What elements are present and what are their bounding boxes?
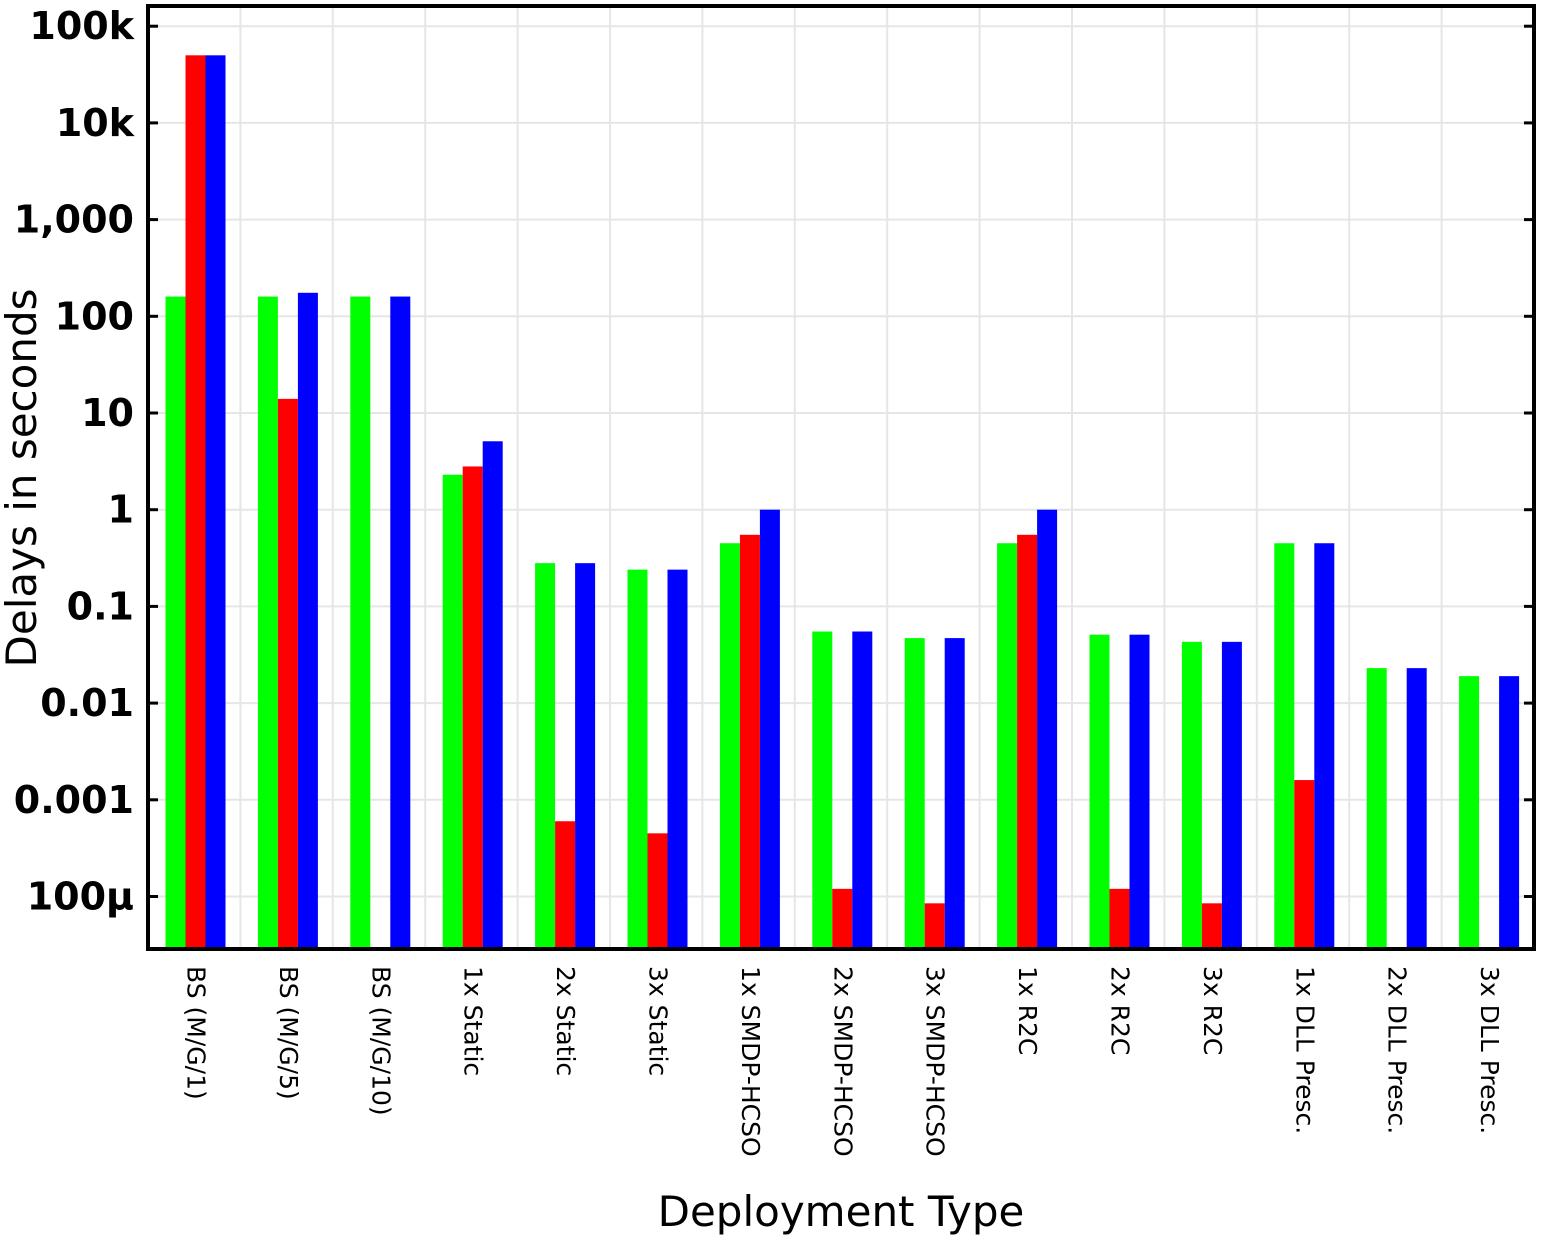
bar xyxy=(555,821,576,949)
bar xyxy=(297,292,318,949)
bar xyxy=(185,55,206,950)
x-tick-label: 3x R2C xyxy=(1198,966,1227,1055)
x-tick-label: 3x Static xyxy=(644,966,673,1076)
bar xyxy=(257,296,278,949)
bar xyxy=(1201,903,1222,949)
y-tick-label: 1,000 xyxy=(14,198,134,242)
x-tick-label: 2x R2C xyxy=(1106,966,1135,1055)
bar xyxy=(575,563,596,949)
bar xyxy=(1089,634,1110,949)
bar xyxy=(1017,534,1038,949)
bar xyxy=(924,903,945,949)
bar xyxy=(1366,668,1387,949)
bar xyxy=(277,398,298,950)
bar xyxy=(1129,634,1150,949)
x-tick-labels: BS (M/G/1) BS (M/G/5) BS (M/G/10) 1x Static… xyxy=(182,966,1505,1157)
bar xyxy=(1459,676,1480,949)
y-tick-label: 0.1 xyxy=(67,584,134,628)
x-tick-label: 3x SMDP-HCSO xyxy=(921,966,950,1157)
x-tick-label: 2x DLL Presc. xyxy=(1383,966,1412,1134)
bar xyxy=(719,543,740,949)
x-tick-label: 3x DLL Presc. xyxy=(1475,966,1504,1134)
bar xyxy=(1037,509,1058,949)
x-tick-label: 2x SMDP-HCSO xyxy=(828,966,857,1157)
x-tick-label: 1x DLL Presc. xyxy=(1290,966,1319,1134)
bar xyxy=(812,631,833,949)
plot-frame xyxy=(146,4,1536,951)
bar xyxy=(944,638,965,949)
bar xyxy=(852,631,873,949)
bar xyxy=(667,569,688,949)
bars xyxy=(165,55,1520,950)
bar xyxy=(482,441,503,949)
bar xyxy=(759,509,780,949)
y-tick-label: 0.001 xyxy=(14,778,134,822)
bar xyxy=(205,55,226,950)
y-tick-labels: 100µ 0.001 0.01 0.1 1 10 100 1,000 10k 100k xyxy=(14,4,135,918)
bar xyxy=(1109,888,1130,949)
y-tick-label: 1 xyxy=(108,488,134,532)
bar xyxy=(627,569,648,949)
grid-lines xyxy=(148,6,1534,949)
bar xyxy=(1294,780,1315,949)
bar xyxy=(832,888,853,949)
x-axis-title: Deployment Type xyxy=(658,1187,1025,1236)
bar xyxy=(442,474,463,949)
x-tick-label: 1x SMDP-HCSO xyxy=(736,966,765,1157)
y-tick-label: 100k xyxy=(29,4,134,48)
bar xyxy=(739,534,760,949)
y-tick-label: 0.01 xyxy=(40,681,134,725)
x-tick-label: 1x Static xyxy=(459,966,488,1076)
y-axis-title: Delays in seconds xyxy=(0,289,46,668)
bar xyxy=(535,563,556,949)
bar xyxy=(165,296,186,949)
bar xyxy=(1499,676,1520,949)
x-tick-label: BS (M/G/1) xyxy=(182,966,211,1100)
x-tick-label: BS (M/G/10) xyxy=(366,966,395,1116)
bar xyxy=(1314,543,1335,949)
bar xyxy=(1181,641,1202,949)
x-tick-label: 1x R2C xyxy=(1013,966,1042,1055)
x-tick-label: BS (M/G/5) xyxy=(274,966,303,1100)
y-tick-label: 100µ xyxy=(27,875,134,919)
bar xyxy=(647,833,668,949)
bar xyxy=(997,543,1018,949)
y-tick-label: 10 xyxy=(81,391,134,435)
bar xyxy=(904,638,925,949)
bar xyxy=(1406,668,1427,949)
y-tick-label: 100 xyxy=(55,294,134,338)
bar xyxy=(462,466,483,949)
bar xyxy=(1221,641,1242,949)
x-tick-label: 2x Static xyxy=(551,966,580,1076)
y-tick-label: 10k xyxy=(56,101,135,145)
bar xyxy=(350,296,371,949)
axis-ticks xyxy=(148,24,1534,898)
bar xyxy=(390,296,411,949)
bar xyxy=(1274,543,1295,949)
